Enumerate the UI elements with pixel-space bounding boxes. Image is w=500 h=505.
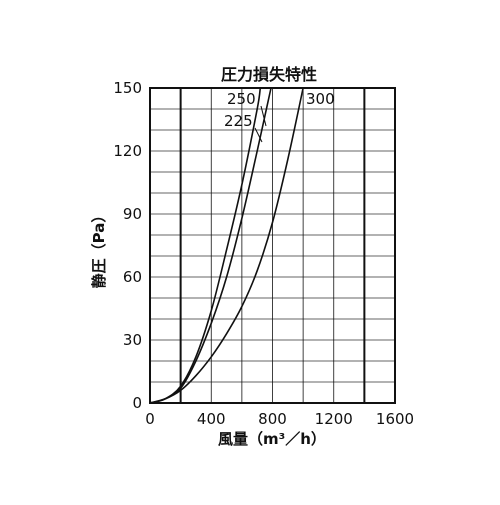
x-tick-label: 1600 — [376, 410, 414, 428]
series-lines — [149, 87, 304, 404]
x-tick-label: 800 — [258, 410, 287, 428]
y-axis-title: 静圧（Pa） — [90, 208, 108, 289]
series-line-225 — [149, 87, 262, 404]
series-labels: 225 250 300 — [224, 90, 335, 143]
x-tick-label: 400 — [197, 410, 226, 428]
y-tick-label: 90 — [123, 205, 142, 223]
y-tick-label: 60 — [123, 268, 142, 286]
series-label-leader-250 — [260, 105, 267, 127]
y-tick-label: 120 — [113, 142, 142, 160]
tick-labels: 0 30 60 90 120 150 0 400 800 1200 1600 — [113, 79, 414, 428]
grid — [150, 88, 395, 403]
series-label-300: 300 — [306, 90, 335, 108]
x-axis-title: 風量（m³／h） — [218, 430, 326, 448]
chart-title: 圧力損失特性 — [221, 65, 317, 84]
series-line-300 — [149, 87, 304, 404]
x-tick-label: 1200 — [315, 410, 353, 428]
series-label-250: 250 — [227, 90, 256, 108]
y-tick-label: 30 — [123, 331, 142, 349]
series-label-leader-225 — [254, 127, 263, 143]
y-tick-label: 0 — [132, 394, 142, 412]
y-tick-label: 150 — [113, 79, 142, 97]
plot-frame — [149, 87, 396, 404]
series-label-225: 225 — [224, 112, 253, 130]
x-tick-label: 0 — [145, 410, 155, 428]
